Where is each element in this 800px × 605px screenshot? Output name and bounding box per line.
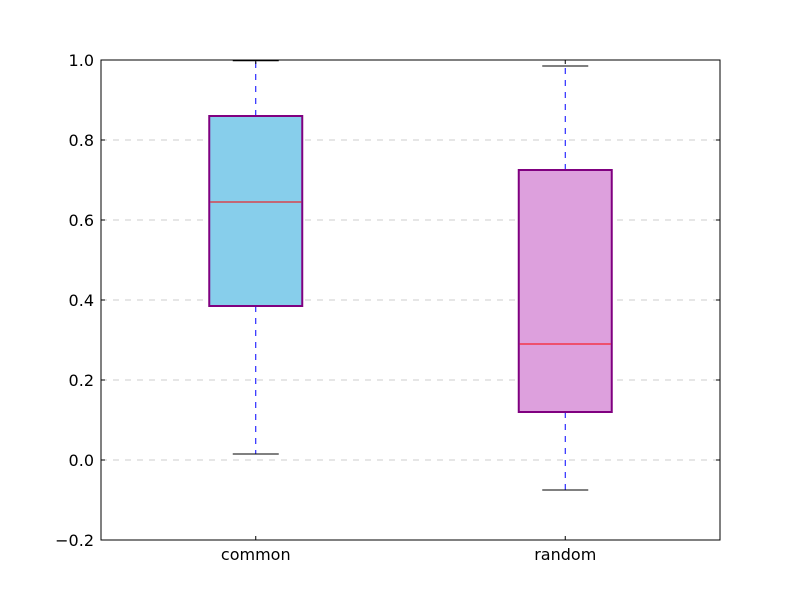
- x-axis-ticks: common random: [221, 60, 596, 564]
- y-tick-label: 0.2: [69, 371, 94, 390]
- y-tick-label: −0.2: [55, 531, 94, 550]
- y-axis-ticks: −0.2 0.0 0.2 0.4 0.6 0.8 1.0: [55, 51, 720, 550]
- y-tick-label: 0.4: [69, 291, 94, 310]
- y-tick-label: 0.8: [69, 131, 94, 150]
- plot-area-frame: [100, 59, 721, 541]
- box-iqr: [208, 115, 304, 307]
- x-tick-label: random: [534, 545, 596, 564]
- y-tick-label: 0.6: [69, 211, 94, 230]
- box-iqr: [517, 169, 613, 413]
- box-plot-boxes: [208, 60, 613, 491]
- y-tick-label: 0.0: [69, 451, 94, 470]
- box-common: [208, 60, 304, 455]
- x-tick-label: common: [221, 545, 291, 564]
- grid-lines: [101, 139, 720, 461]
- box-random: [517, 65, 613, 491]
- y-tick-label: 1.0: [69, 51, 94, 70]
